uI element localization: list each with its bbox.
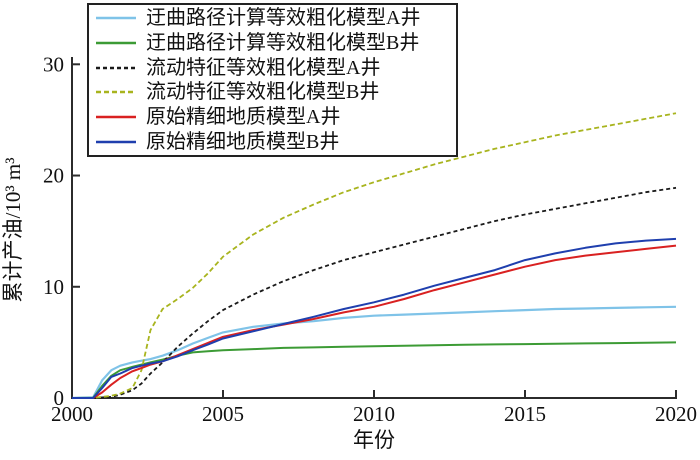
legend-line-swatch <box>96 16 136 20</box>
legend-label: 流动特征等效粗化模型B井 <box>146 81 380 104</box>
legend-item-3: 流动特征等效粗化模型A井 <box>89 56 456 80</box>
legend-line-swatch <box>96 140 136 144</box>
series-line-5 <box>72 244 677 399</box>
legend-label: 迂曲路径计算等效粗化模型A井 <box>146 6 421 29</box>
legend: 迂曲路径计算等效粗化模型A井 迂曲路径计算等效粗化模型B井 流动特征等效粗化模型A井… <box>87 3 458 157</box>
x-tick-label: 2000 <box>51 402 93 426</box>
legend-item-5: 原始精细地质模型A井 <box>89 105 456 129</box>
legend-label: 原始精细地质模型B井 <box>146 131 340 154</box>
legend-label: 流动特征等效粗化模型A井 <box>146 56 381 79</box>
legend-label: 迂曲路径计算等效粗化模型B井 <box>146 31 420 54</box>
x-tick-label: 2010 <box>353 402 395 426</box>
legend-line-swatch <box>96 116 136 119</box>
y-tick-label: 0 <box>54 386 65 410</box>
legend-label: 原始精细地质模型A井 <box>146 106 341 129</box>
legend-item-4: 流动特征等效粗化模型B井 <box>89 80 456 104</box>
y-tick-label: 30 <box>43 52 64 76</box>
y-tick-label: 20 <box>43 164 64 188</box>
x-axis-title: 年份 <box>353 428 395 452</box>
y-tick-label: 10 <box>43 275 64 299</box>
series-line-4 <box>72 112 677 399</box>
axes <box>71 57 677 399</box>
legend-line-swatch <box>96 66 136 69</box>
series-lines <box>71 112 677 400</box>
x-tick-label: 2020 <box>655 402 697 426</box>
series-line-3 <box>72 186 677 399</box>
legend-item-2: 迂曲路径计算等效粗化模型B井 <box>89 31 456 55</box>
x-tick-label: 2005 <box>202 402 244 426</box>
series-line-2 <box>71 341 677 399</box>
y-axis-title: 累计产油/10³ m³ <box>1 157 25 302</box>
x-tick-label: 2015 <box>504 402 546 426</box>
legend-line-swatch <box>96 41 136 44</box>
series-line-1 <box>71 305 677 400</box>
legend-item-1: 迂曲路径计算等效粗化模型A井 <box>89 6 456 30</box>
series-line-6 <box>72 237 677 399</box>
legend-line-swatch <box>96 91 136 94</box>
legend-item-6: 原始精细地质模型B井 <box>89 130 456 154</box>
